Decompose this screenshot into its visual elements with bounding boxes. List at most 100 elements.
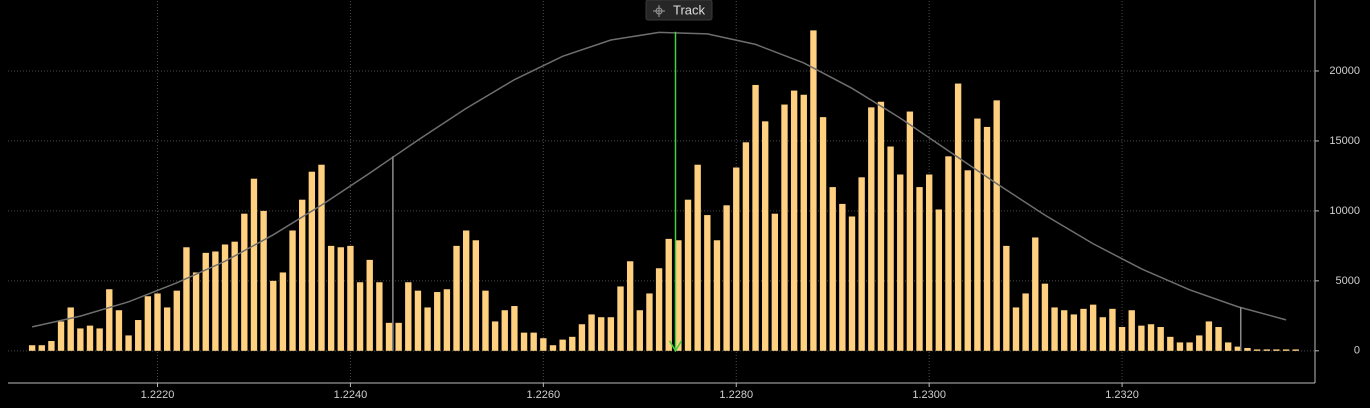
bar [906, 111, 914, 351]
bar [1080, 308, 1087, 351]
bar [1022, 293, 1029, 351]
bar [1205, 321, 1213, 351]
bar [636, 310, 643, 351]
bar [569, 336, 576, 351]
bar [752, 84, 759, 351]
bar [810, 30, 817, 351]
track-button[interactable]: Track [645, 0, 713, 21]
bar [646, 293, 653, 351]
bar [183, 247, 190, 351]
bar [77, 328, 84, 351]
bar [491, 321, 499, 351]
bar [954, 83, 962, 351]
bar [1147, 324, 1155, 351]
bar [376, 282, 383, 351]
bar [1186, 342, 1193, 351]
bar [588, 314, 595, 351]
bar [1012, 307, 1020, 351]
bar [607, 317, 615, 351]
x-tick-label: 1.2300 [912, 389, 946, 401]
bar [1041, 283, 1049, 351]
bar [318, 164, 325, 351]
bar [1032, 237, 1039, 351]
bar [877, 101, 885, 351]
bar [125, 335, 132, 351]
bar [1118, 327, 1126, 351]
bar [395, 322, 402, 351]
bar [839, 203, 846, 351]
track-label[interactable]: Track [673, 2, 706, 17]
y-tick-label: 20000 [1329, 65, 1360, 77]
bar [626, 261, 634, 351]
bar [1109, 308, 1116, 351]
bar [675, 240, 682, 351]
bar [1253, 349, 1261, 351]
bar [453, 245, 460, 351]
bar [86, 325, 94, 351]
bar [260, 210, 267, 351]
bar [974, 118, 981, 351]
bar [1225, 342, 1232, 351]
y-tick-label: 15000 [1329, 135, 1360, 147]
bar [173, 290, 180, 351]
bar [617, 286, 624, 351]
bar [733, 167, 740, 351]
bar [241, 213, 248, 351]
x-tick-label: 1.2220 [141, 389, 175, 401]
bar [192, 272, 200, 351]
bar [221, 244, 229, 351]
bar [462, 230, 470, 351]
marker-arrow [668, 340, 683, 353]
bar [1273, 349, 1280, 351]
bar [655, 268, 663, 351]
bar [443, 289, 451, 351]
bar [1128, 310, 1135, 351]
bar [385, 322, 393, 351]
bar [713, 240, 721, 351]
bar [1215, 327, 1222, 351]
bar [540, 338, 547, 351]
bar [1099, 317, 1106, 351]
bar [424, 307, 431, 351]
fit-curve [31, 31, 1287, 328]
bar [96, 328, 103, 351]
bar [993, 100, 1000, 351]
bar [434, 292, 441, 351]
bar [250, 178, 258, 351]
bar [154, 293, 161, 351]
bars [28, 30, 1299, 351]
bar [848, 216, 856, 351]
bar [1157, 327, 1164, 351]
bar [559, 339, 566, 351]
bar [771, 213, 779, 351]
x-tick-label: 1.2260 [527, 389, 561, 401]
bar [598, 317, 605, 351]
bar [800, 94, 807, 351]
bar [520, 332, 528, 351]
bar [704, 215, 711, 351]
bar [270, 280, 277, 351]
y-tick-label: 5000 [1336, 275, 1360, 287]
bar [1263, 349, 1270, 351]
bar [781, 104, 788, 351]
bar [347, 245, 354, 351]
bar [106, 289, 113, 351]
track-button-bg[interactable] [645, 0, 713, 21]
bar [665, 238, 672, 351]
bar [1070, 314, 1078, 351]
bar [684, 199, 692, 351]
bar [472, 240, 480, 351]
bar [202, 252, 209, 351]
bar [742, 142, 750, 351]
bar [405, 282, 412, 351]
bar [163, 307, 171, 351]
bar [135, 320, 142, 351]
bar [1051, 307, 1058, 351]
bar [356, 282, 364, 351]
bar [945, 156, 952, 351]
bar [1176, 342, 1184, 351]
x-tick-label: 1.2320 [1105, 389, 1139, 401]
bar [1244, 348, 1251, 351]
bar [530, 332, 537, 351]
bar [115, 310, 123, 351]
